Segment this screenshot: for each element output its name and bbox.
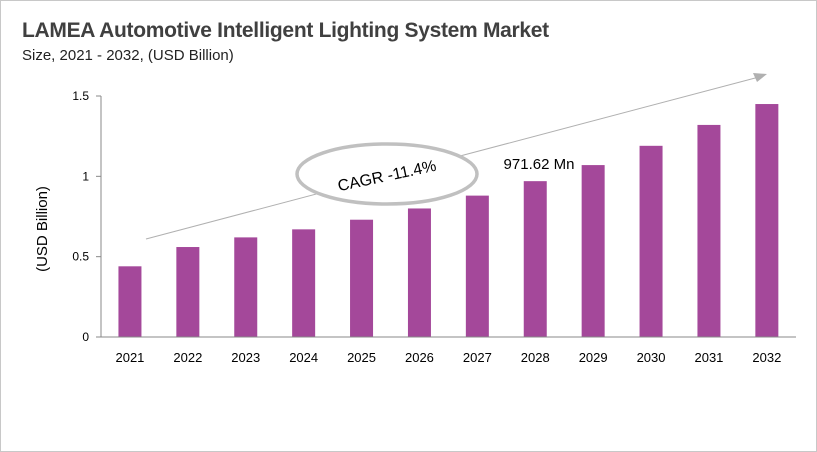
y-axis-label: (USD Billion)	[34, 186, 51, 272]
x-tick-label: 2032	[752, 350, 781, 365]
x-tick-label: 2022	[173, 350, 202, 365]
bar-2026	[407, 208, 431, 337]
trend-arrow-head-icon	[753, 73, 767, 82]
bar-2031	[697, 124, 721, 337]
x-tick-label: 2021	[115, 350, 144, 365]
x-tick-label: 2024	[289, 350, 318, 365]
y-tick-label: 1	[82, 169, 89, 183]
chart-subtitle: Size, 2021 - 2032, (USD Billion)	[22, 47, 234, 64]
bar-2030	[639, 145, 663, 337]
bar-2024	[292, 229, 316, 337]
bar-2027	[465, 195, 489, 337]
x-tick-label: 2027	[463, 350, 492, 365]
cagr-ellipse	[295, 142, 479, 206]
bar-2021	[118, 266, 142, 337]
y-tick-label: 1.5	[72, 89, 89, 103]
bar-2029	[581, 165, 605, 337]
y-tick-label: 0	[82, 330, 89, 344]
bar-2032	[755, 104, 779, 338]
bar-2022	[176, 247, 200, 337]
x-tick-label: 2031	[694, 350, 723, 365]
chart-title: LAMEA Automotive Intelligent Lighting Sy…	[22, 19, 549, 42]
bar-2023	[234, 237, 258, 337]
bar-2025	[350, 219, 374, 337]
x-tick-label: 2030	[637, 350, 666, 365]
x-tick-label: 2025	[347, 350, 376, 365]
x-tick-label: 2023	[231, 350, 260, 365]
bar-2028	[523, 181, 547, 337]
value-label-2028: 971.62 Mn	[504, 156, 575, 173]
x-tick-label: 2026	[405, 350, 434, 365]
y-tick-label: 0.5	[72, 250, 89, 264]
x-tick-label: 2028	[521, 350, 550, 365]
x-tick-label: 2029	[579, 350, 608, 365]
